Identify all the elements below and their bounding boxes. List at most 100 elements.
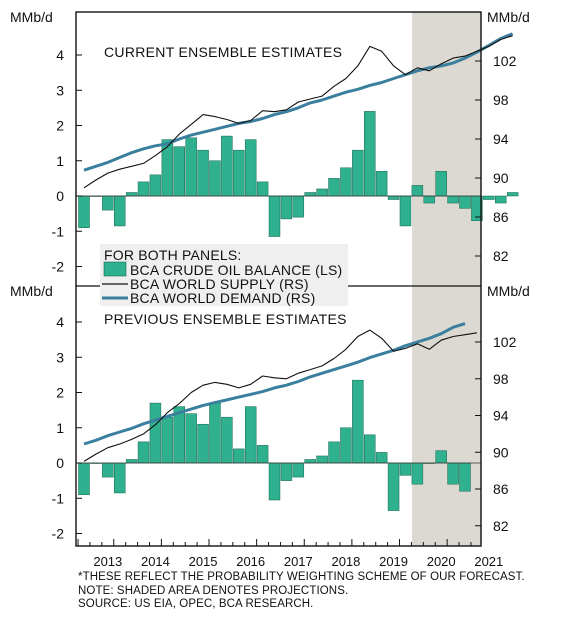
x-tick-label: 2021 — [474, 554, 503, 566]
balance-bar — [328, 441, 340, 464]
balance-bar — [113, 195, 126, 227]
right-tick-label: 86 — [493, 209, 509, 225]
balance-bar — [304, 192, 316, 197]
balance-bar — [221, 416, 233, 464]
balance-bar — [185, 413, 197, 464]
left-axis-label: MMb/d — [10, 283, 53, 299]
balance-bar — [209, 402, 221, 464]
balance-bar — [494, 195, 507, 204]
legend-label-demand: BCA WORLD DEMAND (RS) — [130, 290, 315, 306]
balance-bar — [268, 195, 281, 237]
balance-bar — [447, 195, 459, 204]
balance-bar — [352, 379, 364, 464]
balance-bar — [340, 167, 352, 197]
demand-line-2 — [83, 322, 466, 446]
balance-bar — [173, 146, 185, 197]
balance-bar — [137, 181, 150, 197]
balance-bar — [387, 195, 400, 200]
left-axis-label: MMb/d — [10, 9, 53, 25]
x-tick-label: 2018 — [331, 554, 360, 566]
x-tick-label: 2020 — [427, 554, 456, 566]
balance-bar — [102, 195, 114, 211]
balance-bar — [316, 455, 328, 464]
balance-bar — [185, 137, 197, 197]
balance-bar — [423, 195, 436, 204]
left-tick-label: 4 — [56, 47, 64, 63]
balance-bar — [328, 178, 340, 197]
balance-bar — [375, 452, 388, 464]
left-tick-label: -1 — [52, 223, 65, 239]
projection-shade-1 — [411, 12, 481, 286]
balance-bar — [244, 406, 257, 464]
balance-bar — [280, 195, 293, 220]
balance-bar — [304, 459, 316, 464]
balance-bar — [364, 111, 376, 197]
right-tick-label: 94 — [493, 408, 509, 424]
projection-shade-2 — [411, 286, 481, 546]
panel-title-2: PREVIOUS ENSEMBLE ESTIMATES — [104, 311, 347, 327]
balance-bar — [280, 462, 293, 481]
balance-bar — [435, 450, 447, 464]
balance-bar — [399, 195, 412, 227]
legend-title: FOR BOTH PANELS: — [104, 247, 242, 263]
left-tick-label: 3 — [56, 82, 64, 98]
supply-demand-lines — [83, 32, 514, 462]
footnote-1: *THESE REFLECT THE PROBABILITY WEIGHTING… — [78, 571, 525, 583]
right-tick-label: 102 — [493, 53, 517, 69]
projection-shading — [411, 12, 481, 546]
legend-box — [100, 244, 348, 306]
balance-bar — [459, 462, 471, 492]
balance-bar — [197, 423, 209, 464]
balance-bar — [149, 402, 162, 464]
balance-bar — [435, 171, 447, 197]
balance-bar — [292, 195, 305, 218]
balance-bar — [209, 160, 221, 197]
right-axis-label: MMb/d — [487, 9, 530, 25]
left-tick-label: 0 — [56, 188, 64, 204]
balance-bar — [387, 462, 400, 511]
balance-bar — [352, 149, 364, 197]
footnote-3: SOURCE: US EIA, OPEC, BCA RESEARCH. — [78, 598, 314, 610]
balance-bar — [506, 192, 519, 197]
balance-bar — [292, 462, 305, 478]
legend-swatch-balance — [103, 261, 127, 277]
balance-bar — [256, 181, 269, 197]
balance-bar — [411, 462, 424, 485]
balance-bar — [244, 139, 257, 197]
left-tick-label: 0 — [56, 455, 64, 471]
panel-title-1: CURRENT ENSEMBLE ESTIMATES — [104, 44, 342, 60]
balance-bar — [149, 174, 162, 197]
left-tick-label: 1 — [56, 420, 64, 436]
x-tick-label: 2015 — [189, 554, 218, 566]
left-tick-label: 2 — [56, 118, 64, 134]
balance-bar — [483, 195, 495, 200]
balance-bar — [447, 462, 459, 485]
x-tick-label: 2019 — [379, 554, 408, 566]
right-tick-label: 82 — [493, 248, 509, 264]
right-tick-label: 98 — [493, 92, 509, 108]
x-tick-label: 2017 — [284, 554, 313, 566]
left-tick-label: 3 — [56, 349, 64, 365]
balance-bar — [125, 192, 138, 197]
balance-bar — [102, 462, 114, 478]
balance-bar — [125, 459, 138, 464]
balance-bar — [375, 171, 388, 197]
balance-bars — [78, 111, 519, 511]
left-tick-label: 4 — [56, 314, 64, 330]
balance-bar — [316, 188, 328, 197]
right-tick-label: 98 — [493, 371, 509, 387]
balance-bar — [221, 135, 233, 197]
right-tick-label: 82 — [493, 518, 509, 534]
balance-bar — [197, 149, 209, 197]
watermark: © BCα Research 2020 — [94, 515, 215, 529]
supply-line-1 — [83, 35, 513, 189]
balance-bar — [256, 445, 269, 464]
left-tick-label: 2 — [56, 385, 64, 401]
balance-bar — [340, 427, 352, 464]
supply-line-2 — [83, 329, 477, 462]
right-tick-label: 102 — [493, 334, 517, 350]
demand-line-1 — [83, 32, 514, 172]
balance-bar — [78, 195, 90, 228]
x-tick-label: 2013 — [93, 554, 122, 566]
